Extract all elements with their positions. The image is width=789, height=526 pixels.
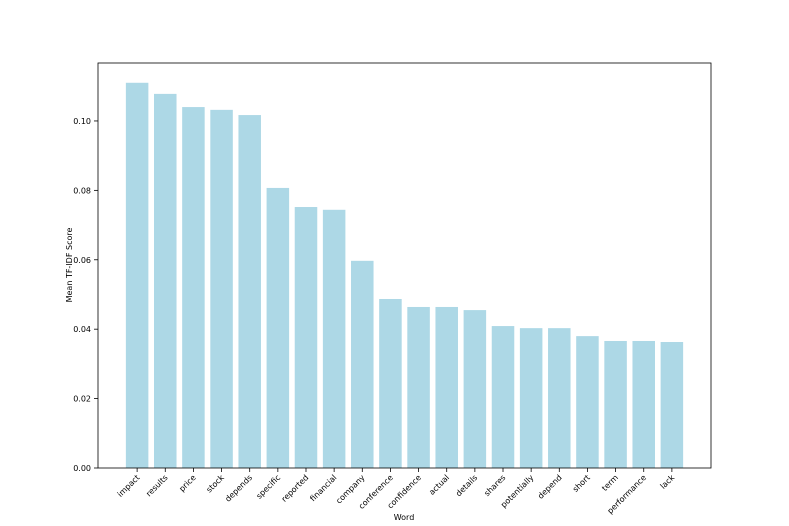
x-tick-label: actual (427, 473, 451, 497)
bar (125, 82, 149, 468)
bar (463, 310, 487, 468)
x-tick-label: short (571, 473, 592, 494)
plot-frame (97, 62, 712, 469)
bar (238, 115, 261, 469)
bar (351, 260, 374, 468)
bar (210, 109, 233, 469)
bar (379, 298, 402, 468)
x-tick-label: reported (280, 473, 311, 504)
y-tick-label: 0.06 (73, 256, 91, 265)
bar (322, 209, 346, 468)
x-tick-label: lack (659, 473, 677, 491)
bar (519, 328, 543, 468)
x-tick-label: details (454, 473, 479, 498)
y-tick-label: 0.04 (73, 325, 91, 334)
y-tick-label: 0.02 (73, 395, 91, 404)
x-tick-label: depend (536, 473, 564, 501)
bar (182, 107, 205, 468)
bar (435, 306, 458, 468)
x-tick-label: specific (255, 473, 283, 501)
x-tick-label: impact (116, 473, 142, 499)
bar (576, 336, 599, 468)
x-tick-label: results (144, 473, 169, 498)
bar (632, 340, 655, 468)
x-tick-label: stock (205, 473, 227, 495)
bar (266, 187, 290, 468)
y-axis-label: Mean TF-IDF Score (65, 228, 74, 303)
y-tick-label: 0.08 (73, 186, 91, 195)
y-tick-label: 0.10 (73, 117, 91, 126)
x-tick-label: term (600, 473, 620, 493)
bar (154, 93, 177, 468)
x-axis-label: Word (394, 513, 415, 522)
x-tick-label: depends (223, 473, 254, 504)
bar (407, 306, 430, 468)
bar (491, 326, 515, 468)
y-tick-label: 0.00 (73, 464, 91, 473)
bar (604, 340, 627, 468)
bar (294, 207, 318, 468)
bar (660, 342, 684, 468)
x-tick-label: shares (482, 473, 507, 498)
x-tick-label: price (177, 473, 197, 493)
bar (548, 328, 571, 468)
